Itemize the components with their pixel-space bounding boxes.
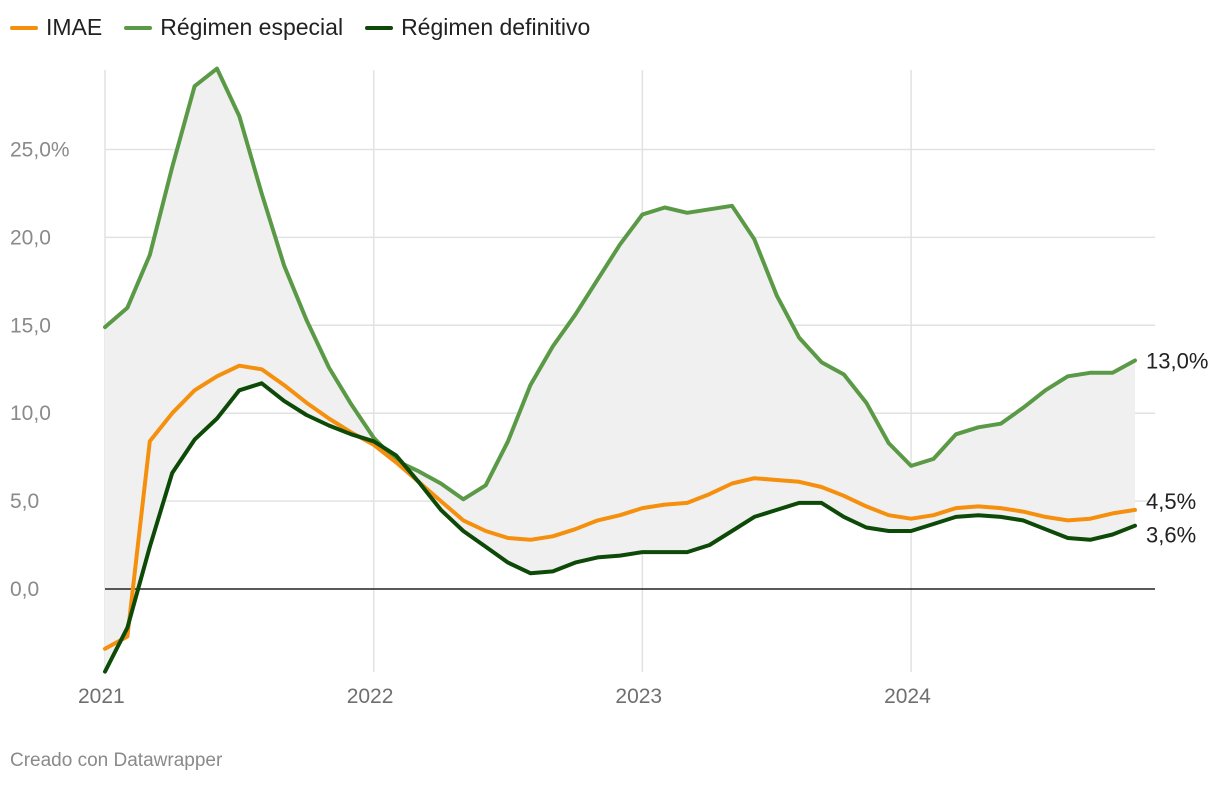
legend-swatch-regimen-especial [124, 25, 153, 30]
tick-labels: 0,0 5,0 10,0 15,0 20,0 25,0% 2021 2022 2023 2024 [10, 139, 931, 709]
legend-swatch-imae [10, 25, 38, 30]
y-tick-label: 10,0 [10, 402, 51, 425]
x-tick-label: 2023 [615, 685, 662, 708]
y-tick-label: 25,0% [10, 139, 70, 162]
y-tick-label: 15,0 [10, 314, 51, 337]
shaded-range-area [105, 68, 1135, 672]
end-labels: 4,5% 13,0% 3,6% [1146, 348, 1208, 547]
legend-item-regimen-especial: Régimen especial [124, 14, 343, 41]
end-label-imae: 4,5% [1146, 489, 1196, 514]
x-tick-label: 2021 [78, 685, 125, 708]
legend-item-regimen-definitivo: Régimen definitivo [365, 14, 590, 41]
legend-swatch-regimen-definitivo [365, 25, 394, 30]
legend: IMAE Régimen especial Régimen definitivo [10, 14, 590, 41]
shaded-range [105, 68, 1135, 672]
series-line-imae [103, 363, 1137, 651]
legend-label-imae: IMAE [46, 14, 103, 40]
series-line-regimen-especial [103, 66, 1137, 502]
y-tick-label: 0,0 [10, 578, 39, 601]
x-tick-label: 2024 [884, 685, 931, 708]
legend-label-regimen-especial: Régimen especial [160, 14, 344, 40]
series-lines [103, 66, 1137, 674]
x-tick-label: 2022 [347, 685, 394, 708]
series-line-regimen-definitivo [103, 381, 1137, 674]
end-label-regimen-especial: 13,0% [1146, 348, 1208, 373]
legend-item-imae: IMAE [10, 14, 102, 41]
credit-footer: Creado con Datawrapper [10, 750, 223, 771]
end-label-regimen-definitivo: 3,6% [1146, 523, 1196, 548]
y-tick-label: 20,0 [10, 226, 51, 249]
y-tick-label: 5,0 [10, 490, 39, 513]
legend-label-regimen-definitivo: Régimen definitivo [401, 14, 591, 40]
